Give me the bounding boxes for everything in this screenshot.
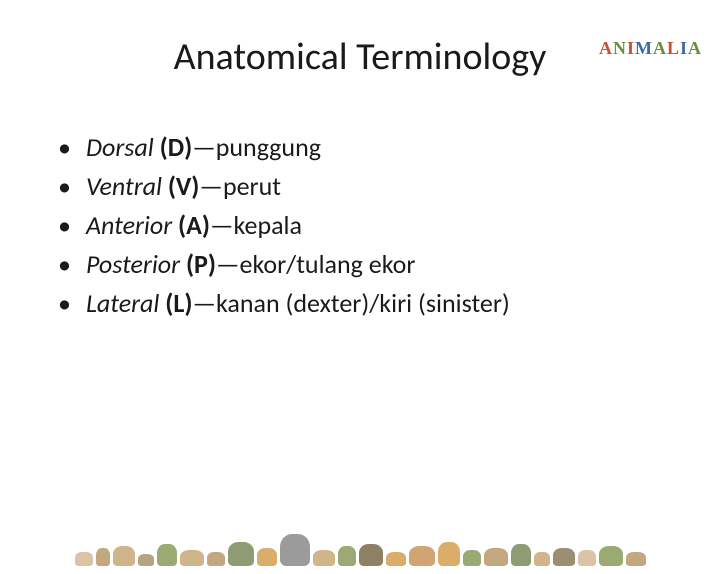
logo-letter: A [688,38,702,59]
definition: —perut [199,170,281,202]
animal-silhouette [338,546,356,566]
bullet-marker: • [58,284,86,323]
definition: —kepala [210,209,302,241]
animal-silhouette [599,546,623,566]
bullet-text: Ventral (V)—perut [86,167,281,206]
logo-letter: I [680,38,688,59]
animal-silhouette [409,546,435,566]
logo-letter: N [613,38,627,59]
term: Dorsal [86,131,160,163]
animal-silhouette [313,550,335,566]
abbrev: (V) [168,170,200,202]
term: Anterior [86,209,178,241]
animal-silhouette [553,548,575,566]
animal-silhouette [534,552,550,566]
animal-silhouette [228,542,254,566]
term: Posterior [86,248,186,280]
bullet-list: •Dorsal (D)—punggung•Ventral (V)—perut•A… [58,128,720,323]
term: Ventral [86,170,168,202]
animal-silhouette [280,534,310,566]
logo-letter: M [635,38,653,59]
definition: —kanan (dexter)/kiri (sinister) [192,287,509,319]
bullet-item: •Lateral (L)—kanan (dexter)/kiri (sinist… [58,284,720,323]
animal-silhouette [157,544,177,566]
abbrev: (D) [160,131,193,163]
bullet-text: Anterior (A)—kepala [86,206,302,245]
bullet-text: Posterior (P)—ekor/tulang ekor [86,245,415,284]
bullet-item: •Dorsal (D)—punggung [58,128,720,167]
animal-silhouette [386,552,406,566]
logo-letter: A [653,38,667,59]
logo-letter: L [667,38,680,59]
animal-silhouette [75,552,93,566]
term: Lateral [86,287,165,319]
footer-decoration [0,524,720,566]
bullet-item: •Ventral (V)—perut [58,167,720,206]
abbrev: (L) [165,287,192,319]
definition: —ekor/tulang ekor [216,248,415,280]
animal-silhouette [438,542,460,566]
animal-silhouette [138,554,154,566]
animal-silhouette [96,548,110,566]
bullet-text: Dorsal (D)—punggung [86,128,321,167]
animal-silhouette [626,552,646,566]
definition: —punggung [192,131,321,163]
bullet-item: •Anterior (A)—kepala [58,206,720,245]
brand-logo: ANIMALIA [599,38,702,59]
animal-silhouette [180,550,204,566]
animal-silhouette [257,548,277,566]
abbrev: (A) [178,209,210,241]
bullet-text: Lateral (L)—kanan (dexter)/kiri (siniste… [86,284,510,323]
bullet-marker: • [58,167,86,206]
animal-silhouette [463,550,481,566]
logo-letter: A [599,38,613,59]
logo-letter: I [627,38,635,59]
animal-silhouette [511,544,531,566]
animal-silhouette [578,550,596,566]
bullet-marker: • [58,128,86,167]
bullet-marker: • [58,245,86,284]
animal-silhouette [113,546,135,566]
animal-silhouette [359,544,383,566]
animal-silhouette [207,552,225,566]
bullet-item: •Posterior (P)—ekor/tulang ekor [58,245,720,284]
bullet-marker: • [58,206,86,245]
animal-silhouette [484,548,508,566]
abbrev: (P) [186,248,216,280]
